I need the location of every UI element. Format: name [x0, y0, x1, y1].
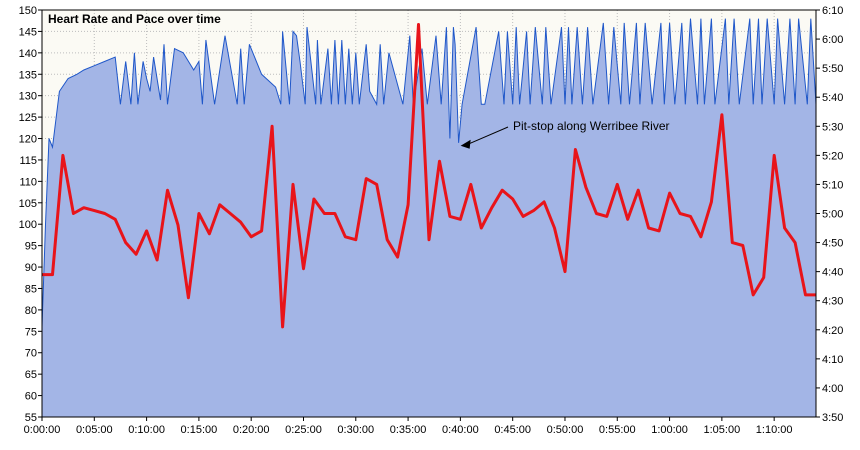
x-tick-label: 0:00:00 — [24, 424, 61, 436]
annotation-arrow-line — [466, 126, 509, 146]
y-right-tick-label: 4:30 — [822, 296, 843, 308]
pace-line — [42, 23, 816, 329]
x-tick-label: 0:35:00 — [390, 424, 427, 436]
x-tick-label: 0:25:00 — [285, 424, 322, 436]
y-left-tick-label: 120 — [19, 134, 37, 146]
y-left-tick-label: 95 — [25, 241, 37, 253]
y-right-tick-label: 5:40 — [822, 92, 843, 104]
y-left-tick-label: 60 — [25, 391, 37, 403]
x-tick-label: 0:50:00 — [547, 424, 584, 436]
x-tick-label: 0:05:00 — [76, 424, 113, 436]
y-right-tick-label: 5:50 — [822, 63, 843, 75]
x-tick-label: 1:00:00 — [651, 424, 688, 436]
y-left-tick-label: 145 — [19, 26, 37, 38]
x-tick-label: 0:40:00 — [442, 424, 479, 436]
pace-series — [42, 23, 816, 329]
annotation-label: Pit-stop along Werribee River — [513, 119, 670, 133]
x-tick-label: 0:45:00 — [494, 424, 531, 436]
y-left-tick-label: 115 — [19, 155, 37, 167]
y-left-tick-label: 70 — [25, 348, 37, 360]
y-left-tick-label: 80 — [25, 305, 37, 317]
y-right-tick-label: 4:10 — [822, 354, 843, 366]
y-right-tick-label: 5:30 — [822, 121, 843, 133]
y-left-tick-label: 75 — [25, 326, 37, 338]
axes: 55 60 65 70 75 80 85 90 95 100 105 110 115 120 125 130 1… — [19, 5, 844, 436]
y-left-tick-label: 135 — [19, 69, 37, 81]
heart-rate-line — [41, 18, 817, 328]
y-left-tick-label: 140 — [19, 48, 37, 60]
annotation-arrowhead — [460, 139, 471, 149]
y-right-tick-label: 4:50 — [822, 238, 843, 250]
y-right-tick-label: 5:20 — [822, 150, 843, 162]
y-right-tick-label: 6:00 — [822, 34, 843, 46]
y-left-tick-label: 65 — [25, 369, 37, 381]
chart-title: Heart Rate and Pace over time — [48, 12, 221, 26]
y-left-tick-label: 90 — [25, 262, 37, 274]
y-left-tick-label: 85 — [25, 283, 37, 295]
y-right-tick-label: 4:40 — [822, 267, 843, 279]
y-right-tick-label: 5:10 — [822, 179, 843, 191]
x-tick-label: 0:30:00 — [337, 424, 374, 436]
x-tick-label: 1:05:00 — [704, 424, 741, 436]
y-left-tick-label: 110 — [19, 176, 37, 188]
x-tick-label: 0:15:00 — [181, 424, 218, 436]
y-right-tick-label: 6:10 — [822, 5, 843, 17]
y-left-tick-label: 55 — [25, 412, 37, 424]
y-right-tick-label: 4:20 — [822, 325, 843, 337]
x-tick-label: 0:10:00 — [128, 424, 165, 436]
y-left-tick-label: 100 — [19, 219, 37, 231]
y-left-tick-label: 105 — [19, 198, 37, 210]
y-left-tick-label: 125 — [19, 112, 37, 124]
annotations: Pit-stop along Werribee River — [460, 119, 670, 149]
x-tick-label: 1:10:00 — [756, 424, 793, 436]
y-right-tick-label: 3:50 — [822, 412, 843, 424]
y-right-tick-label: 4:00 — [822, 383, 843, 395]
y-right-tick-label: 5:00 — [822, 209, 843, 221]
x-tick-label: 0:20:00 — [233, 424, 270, 436]
y-left-tick-label: 150 — [19, 5, 37, 17]
y-left-tick-label: 130 — [19, 91, 37, 103]
plot-frame — [41, 9, 817, 418]
x-tick-label: 0:55:00 — [599, 424, 636, 436]
